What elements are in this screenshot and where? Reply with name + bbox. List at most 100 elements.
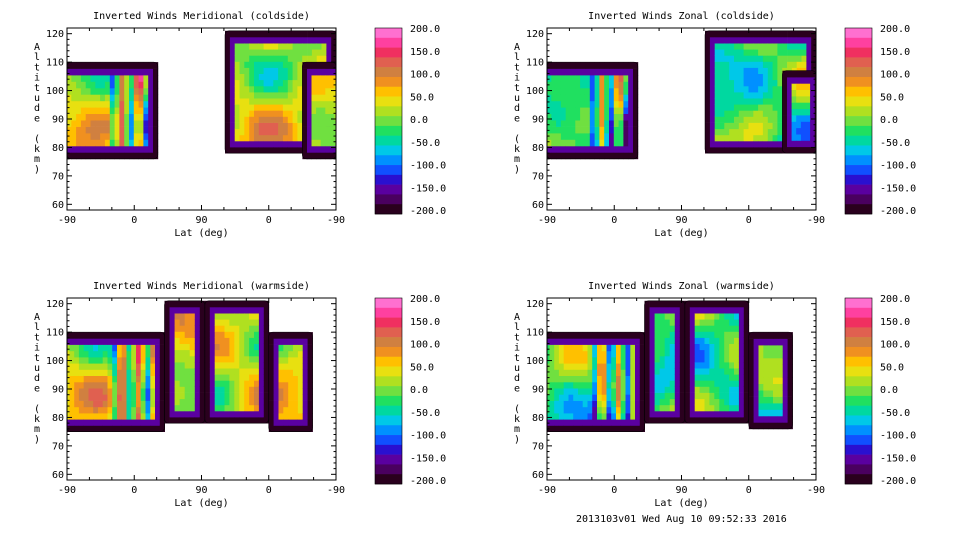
contour-cell [806,61,812,68]
contour-cell [719,37,725,44]
contour-cell [119,145,125,153]
contour-cell [179,368,185,375]
contour-cell [278,73,284,81]
contour-cell [669,404,676,412]
contour-cell [214,355,220,363]
contour-cell [114,133,120,140]
contour-cell [659,410,665,418]
contour-cell [239,325,245,332]
contour-cell [136,350,142,358]
contour-cell [234,398,240,406]
contour-cell [148,152,154,160]
contour-cell [114,68,120,76]
contour-cell [263,325,270,332]
contour-cell [699,313,705,320]
contour-cell [705,92,711,99]
contour-cell [325,62,331,69]
contour-cell [758,104,764,111]
colorbar-swatch [375,165,402,176]
ylabel-char: t [34,83,40,94]
contour-cell [71,81,77,89]
contour-cell [273,419,279,426]
contour-cell [302,120,308,127]
contour-cell [644,362,650,369]
contour-cell [325,94,331,102]
contour-cell [729,349,735,357]
contour-cell [254,43,260,50]
contour-cell [143,133,149,140]
contour-cell [801,55,807,62]
contour-cell [209,368,216,375]
contour-cell [145,400,151,408]
contour-cell [124,107,130,114]
contour-cell [729,147,735,154]
contour-cell [164,307,170,314]
contour-cell [133,126,139,134]
contour-cell [644,386,650,393]
contour-cell [724,313,730,320]
contour-cell [556,87,562,95]
ylabel-char: e [514,113,520,124]
contour-cell [263,368,270,375]
contour-cell [649,337,655,344]
contour-cell [126,425,132,432]
contour-cell [734,55,740,62]
colorbar-swatch [845,67,872,78]
contour-cell [288,332,294,339]
contour-cell [599,133,605,140]
ylabel-char: u [34,363,40,374]
contour-cell [254,368,260,375]
contour-cell [659,355,665,363]
contour-cell [278,55,284,62]
contour-cell [738,355,745,363]
contour-cell [580,81,586,89]
contour-cell [98,338,104,345]
contour-cell [762,128,769,136]
contour-cell [787,140,792,148]
contour-cell [719,104,725,111]
contour-cell [606,400,612,408]
contour-cell [644,325,650,332]
contour-cell [239,374,245,381]
contour-cell [699,374,705,381]
contour-cell [649,417,655,424]
contour-cell [796,83,802,90]
x-tick-label: -90 [58,485,76,496]
contour-cell [104,94,111,102]
contour-cell [714,404,720,412]
x-tick-label: 0 [131,215,137,226]
contour-cell [565,100,571,108]
contour-cell [287,92,293,99]
contour-cell [811,55,817,62]
contour-cell [254,128,260,136]
contour-cell [773,377,779,384]
contour-cell [777,61,783,68]
contour-cell [796,108,802,116]
contour-cell [709,313,715,320]
panel-1-contour-fill [66,30,337,160]
contour-cell [225,37,231,44]
y-tick-label: 100 [46,86,64,97]
colorbar-tick-label: -200.0 [880,476,916,487]
contour-cell [258,417,265,424]
contour-cell [302,413,308,420]
contour-cell [787,121,792,129]
contour-cell [109,75,115,82]
contour-cell [124,139,130,147]
contour-cell [568,332,574,339]
contour-cell [114,94,120,102]
contour-cell [659,331,665,338]
contour-cell [709,392,715,400]
contour-cell [239,392,245,400]
contour-cell [268,332,275,339]
contour-cell [224,325,230,332]
contour-cell [613,94,619,102]
contour-cell [679,355,686,363]
contour-cell [143,139,149,147]
contour-cell [547,152,552,160]
contour-cell [145,338,151,345]
contour-cell [729,355,735,363]
contour-cell [263,386,270,393]
contour-cell [249,55,255,62]
contour-cell [724,380,730,387]
